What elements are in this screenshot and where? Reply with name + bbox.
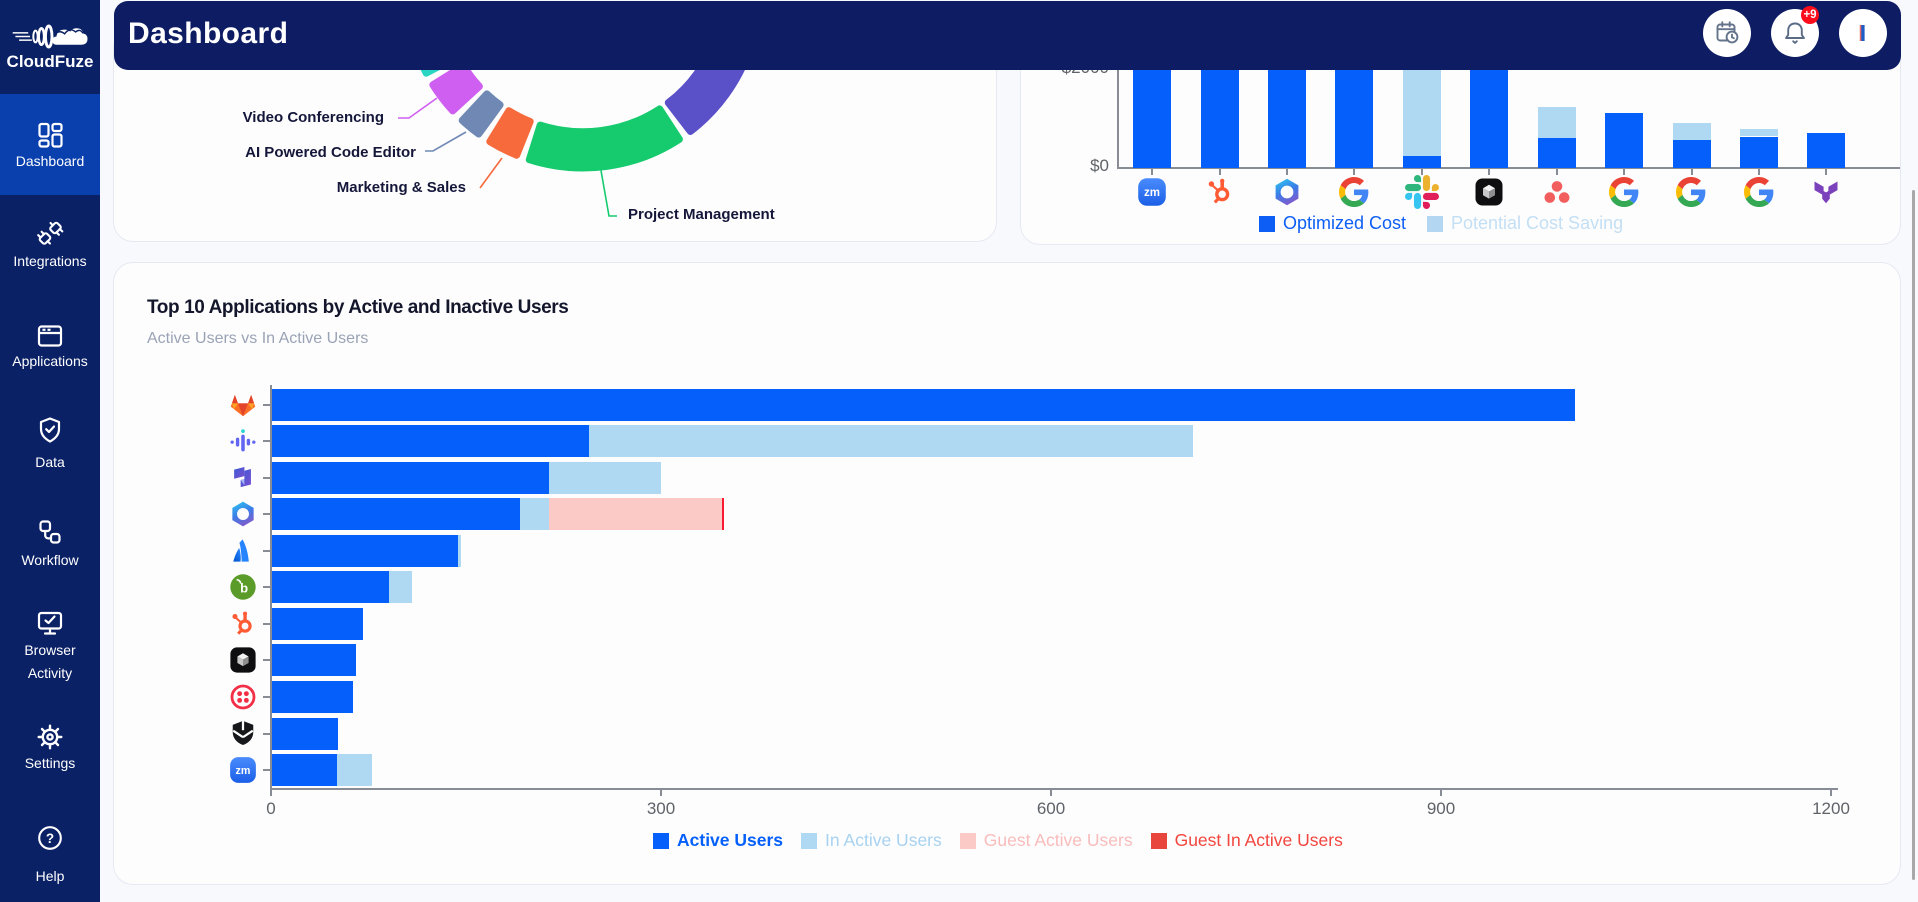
svg-text:?: ?	[46, 831, 54, 846]
svg-text:zm: zm	[236, 765, 251, 777]
svg-text:b: b	[240, 581, 248, 596]
svg-text:zm: zm	[1144, 187, 1160, 199]
